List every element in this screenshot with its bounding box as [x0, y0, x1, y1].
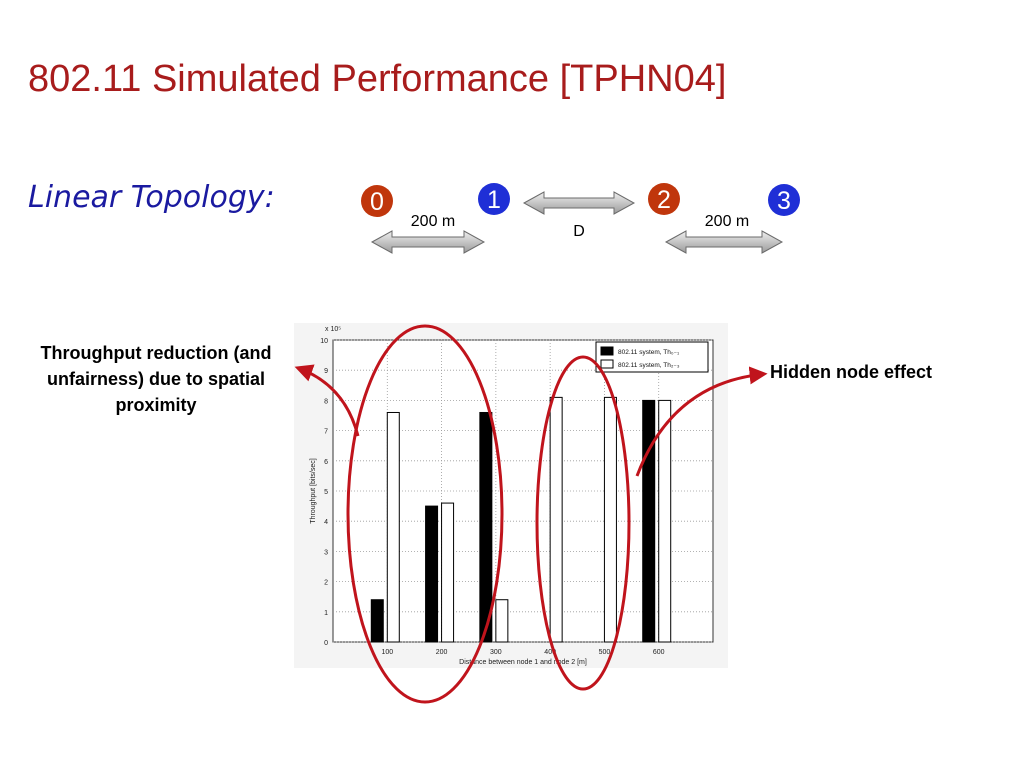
x-axis-label: Distance between node 1 and node 2 [m]: [459, 659, 587, 666]
y-exponent-label: x 10⁵: [325, 326, 341, 333]
link-label: 200 m: [411, 213, 455, 230]
proximity-annotation: Throughput reduction (and unfairness) du…: [40, 343, 272, 415]
slide-title: 802.11 Simulated Performance [TPHN04]: [28, 58, 727, 100]
ellipse-proximity: [346, 324, 504, 704]
x-tick-label: 300: [490, 649, 502, 656]
bar-th01: [425, 505, 439, 643]
y-tick-label: 8: [324, 398, 328, 405]
node-circle: [478, 183, 510, 215]
y-tick-label: 5: [324, 489, 328, 496]
ellipse-hidden-node: [535, 355, 631, 691]
bar-th23: [386, 411, 400, 643]
topology-diagram: 0 1 2 3 200 m D 200 m: [361, 183, 800, 254]
bar-th23: [441, 502, 455, 643]
link-arrow: [664, 230, 784, 254]
bar-th23: [549, 396, 563, 643]
legend-swatch: [600, 346, 614, 356]
y-tick-label: 0: [324, 640, 328, 647]
bar-th23: [495, 599, 509, 643]
y-tick-label: 2: [324, 580, 328, 587]
node-label: 1: [487, 186, 501, 214]
node-circle: [768, 184, 800, 216]
link-label: 200 m: [705, 213, 749, 230]
bar-th23: [603, 396, 617, 643]
x-tick-label: 400: [544, 649, 556, 656]
legend-entry: 802.11 system, Th₀₋₁: [618, 349, 680, 356]
node-circle: [648, 183, 680, 215]
bar-th01: [370, 599, 384, 643]
y-tick-label: 1: [324, 610, 328, 617]
bar-th01: [479, 411, 493, 643]
y-tick-label: 9: [324, 368, 328, 375]
y-tick-label: 4: [324, 519, 328, 526]
y-tick-label: 3: [324, 549, 328, 556]
legend-entry: 802.11 system, Th₂₋₃: [618, 362, 680, 369]
legend-swatch: [600, 359, 614, 369]
legend-box: [595, 341, 709, 373]
y-tick-label: 6: [324, 459, 328, 466]
y-axis-label: Throughput [bits/sec]: [310, 458, 317, 523]
x-tick-label: 500: [599, 649, 611, 656]
y-tick-label: 7: [324, 429, 328, 436]
node-circle: [361, 185, 393, 217]
x-tick-label: 600: [653, 649, 665, 656]
hidden-node-annotation: Hidden node effect: [770, 362, 933, 382]
node-label: 0: [370, 188, 384, 216]
node-label: 3: [777, 187, 791, 215]
node-label: 2: [657, 186, 671, 214]
bar-th01: [642, 399, 656, 643]
link-label: D: [573, 223, 585, 240]
link-arrow: [522, 191, 636, 215]
bar-th23: [658, 399, 672, 643]
link-arrow: [370, 230, 486, 254]
arrow-to-left-note: [294, 364, 360, 437]
x-tick-label: 200: [436, 649, 448, 656]
topology-label: Linear Topology:: [28, 180, 275, 215]
arrow-to-right-note: [635, 366, 768, 477]
y-tick-label: 10: [320, 338, 328, 345]
x-tick-label: 100: [381, 649, 393, 656]
